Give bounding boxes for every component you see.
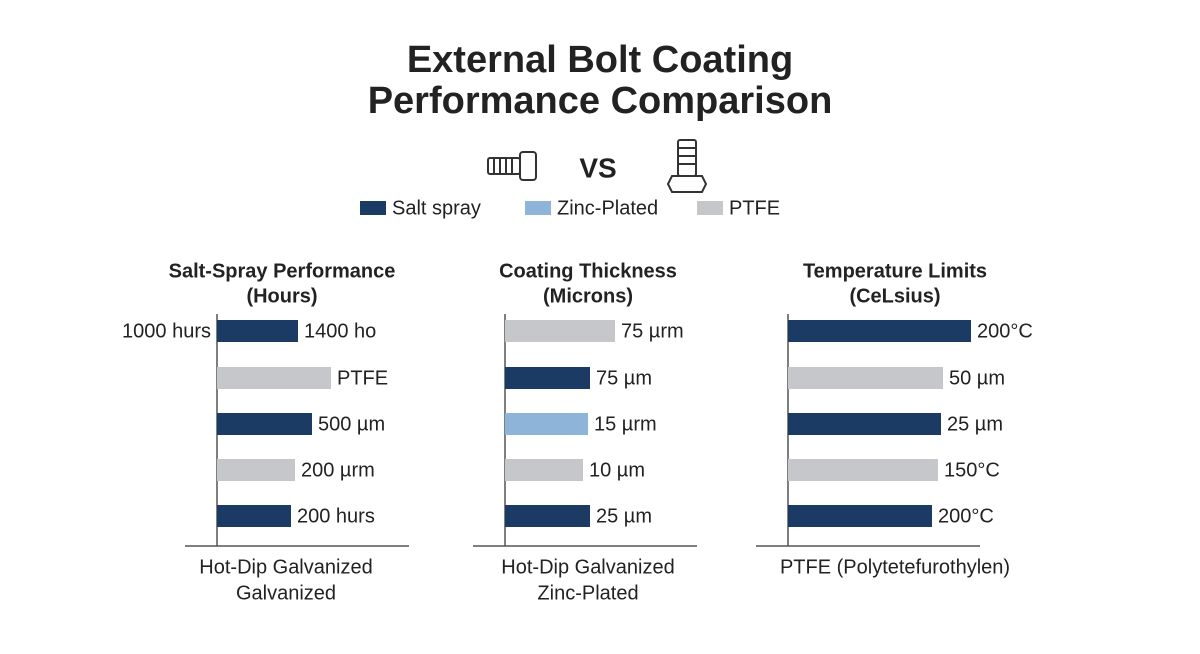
bar-annotation: 200 hurs: [297, 505, 375, 527]
legend-label: Salt spray: [392, 197, 481, 219]
bar: [788, 459, 938, 481]
bolt-icons: [487, 139, 708, 193]
category-label: 1000 hurs: [122, 320, 211, 342]
bar-annotation: 50 µm: [949, 367, 1005, 389]
bar-annotation: 75 µm: [596, 367, 652, 389]
bar-annotation: 75 µrm: [621, 320, 684, 342]
bar-annotation: 200 µrm: [301, 459, 375, 481]
chart-title: (Microns): [543, 285, 633, 307]
chart-title: Coating Thickness: [499, 260, 677, 282]
bar-annotation: 1400 ho: [304, 320, 376, 342]
bar: [788, 320, 971, 342]
x-axis-label: Galvanized: [236, 582, 336, 604]
bar: [505, 367, 590, 389]
bar: [505, 459, 583, 481]
bar-annotation: 200°C: [977, 320, 1033, 342]
bar: [505, 505, 590, 527]
bar: [788, 367, 943, 389]
bar-annotation: 200°C: [938, 505, 994, 527]
chart-title: (CeLsius): [849, 285, 940, 307]
page-title: Performance Comparison: [368, 80, 833, 122]
vs-label: VS: [579, 152, 616, 183]
legend-label: Zinc-Plated: [557, 197, 658, 219]
bar: [788, 505, 932, 527]
bar-annotation: 150°C: [944, 459, 1000, 481]
chart-title: Salt-Spray Performance: [169, 260, 396, 282]
bar: [505, 413, 588, 435]
bar-annotation: 10 µm: [589, 459, 645, 481]
bar: [788, 413, 941, 435]
bar: [217, 505, 291, 527]
legend-swatch: [360, 201, 386, 215]
bar-annotation: PTFE: [337, 367, 388, 389]
bar: [217, 459, 295, 481]
page-title: External Bolt Coating: [407, 39, 793, 81]
x-axis-label: PTFE (Polytetefurothylen): [780, 556, 1010, 578]
bar: [505, 320, 615, 342]
bar-annotation: 25 µm: [947, 413, 1003, 435]
bar-annotation: 500 µm: [318, 413, 385, 435]
bar: [217, 367, 331, 389]
x-axis-label: Zinc-Plated: [537, 582, 638, 604]
legend-swatch: [697, 201, 723, 215]
chart-title: Temperature Limits: [803, 260, 987, 282]
x-axis-label: Hot-Dip Galvanized: [501, 556, 674, 578]
x-axis-label: Hot-Dip Galvanized: [199, 556, 372, 578]
bar: [217, 413, 312, 435]
bar-annotation: 15 µrm: [594, 413, 657, 435]
chart-title: (Hours): [246, 285, 317, 307]
bar: [217, 320, 298, 342]
legend-label: PTFE: [729, 197, 780, 219]
legend-swatch: [525, 201, 551, 215]
bar-annotation: 25 µm: [596, 505, 652, 527]
